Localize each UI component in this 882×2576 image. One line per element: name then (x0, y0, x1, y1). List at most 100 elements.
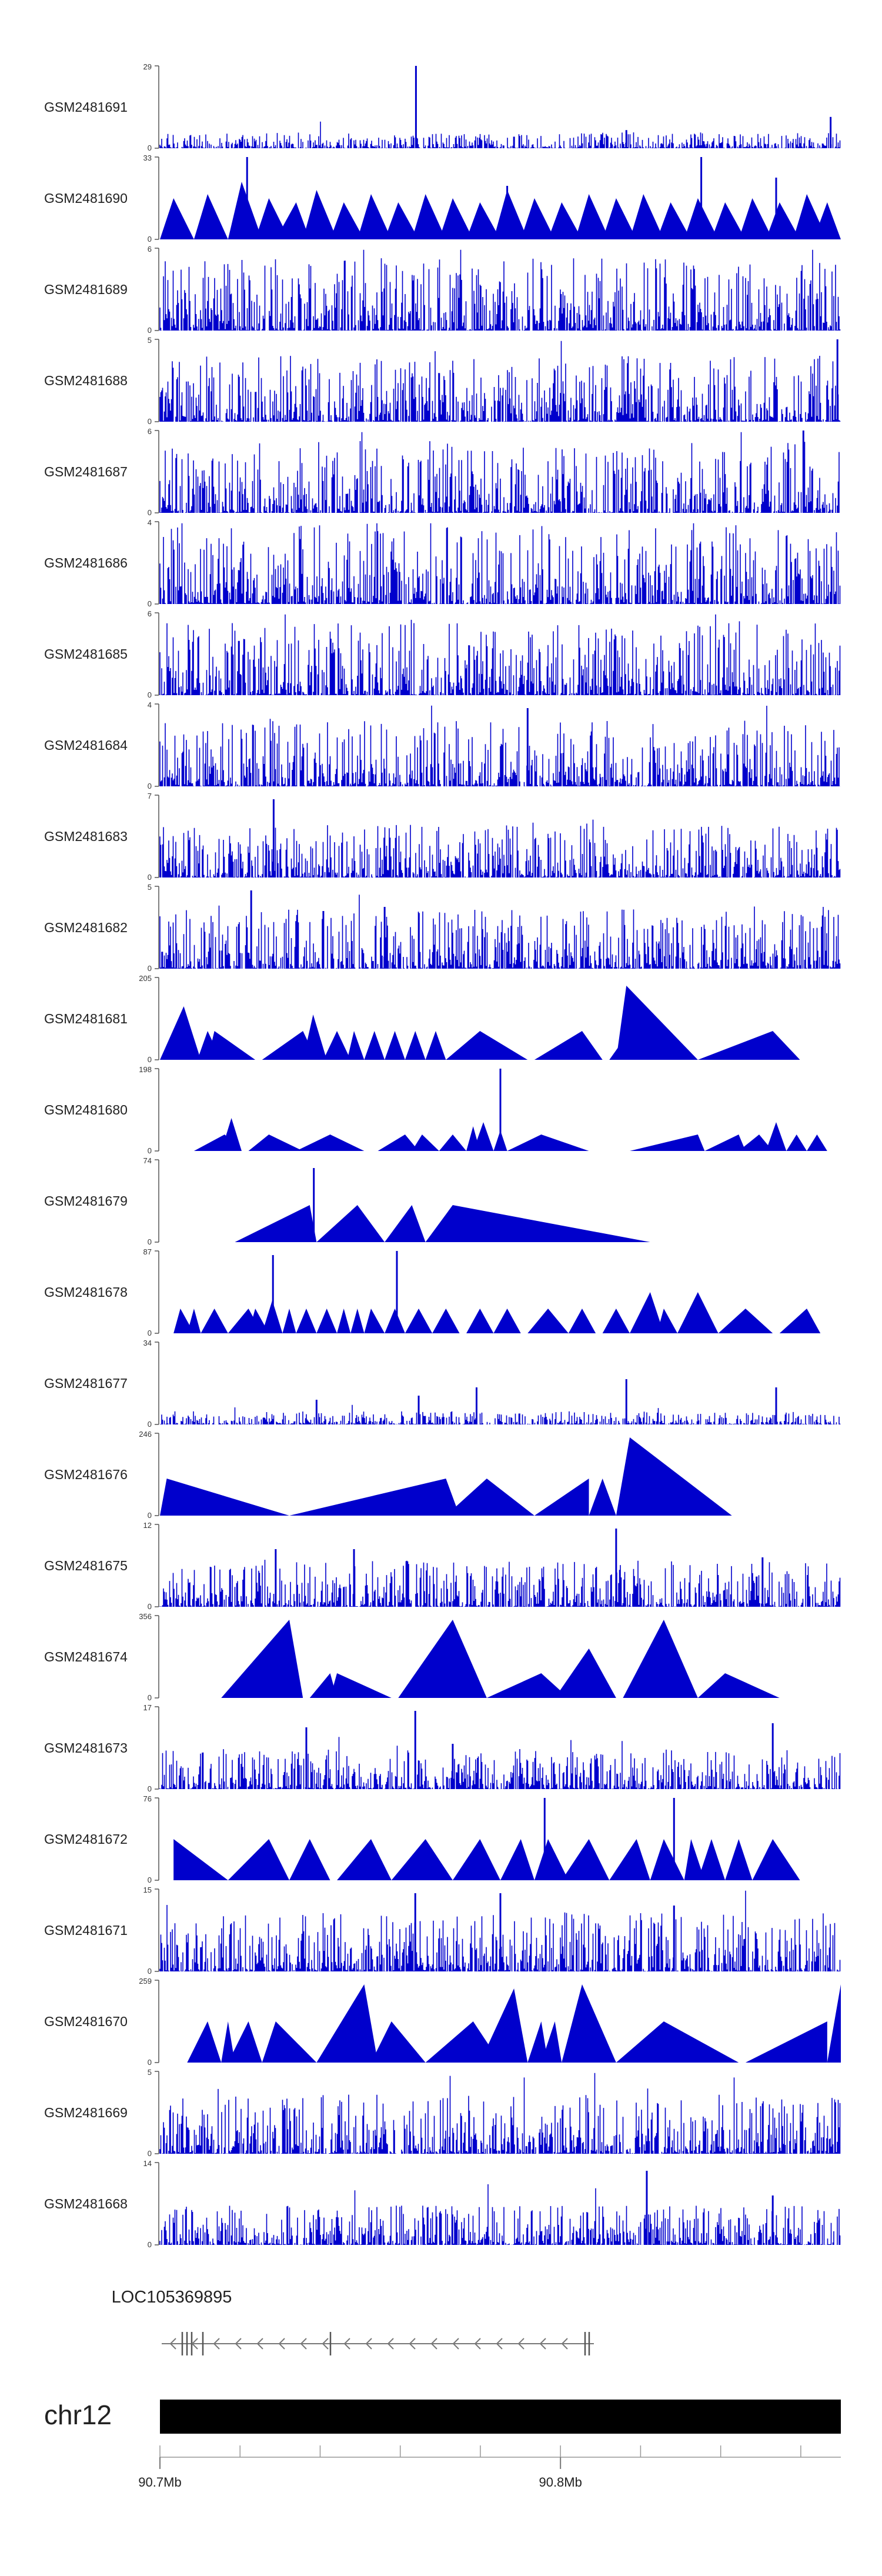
signal-peak (296, 1309, 317, 1333)
signal-peak (187, 1309, 201, 1333)
axis-tick-label: 90.8Mb (539, 2475, 582, 2490)
track-GSM2481691: GSM2481691 29 0 (44, 62, 841, 152)
signal-peak (602, 1309, 630, 1333)
signal-peak (452, 1839, 500, 1880)
ymin-label: 0 (148, 1511, 152, 1520)
signal-peak (711, 202, 746, 239)
signal-peak (248, 1309, 269, 1333)
track-label: GSM2481681 (44, 1011, 128, 1026)
ymin-label: 0 (148, 1420, 152, 1429)
strand-arrow-icon (278, 2338, 285, 2350)
signal-tracks: GSM2481691290GSM2481690330GSM248168960GS… (44, 62, 841, 2249)
ymin-label: 0 (148, 690, 152, 699)
signal-peak (337, 1309, 351, 1333)
ymax-label: 205 (139, 974, 152, 983)
ymax-label: 7 (148, 792, 152, 800)
signal-peak (704, 1134, 746, 1151)
signal-peak (630, 194, 664, 239)
track-label: GSM2481675 (44, 1558, 128, 1573)
signal-peak (364, 1309, 385, 1333)
track-GSM2481682: GSM2481682 5 0 (44, 883, 841, 973)
signal-peak (473, 1122, 494, 1151)
signal-peak (432, 1309, 460, 1333)
signal-peak (330, 202, 365, 239)
signal-peak (813, 202, 841, 239)
track-GSM2481668: GSM2481668 14 0 (44, 2159, 841, 2249)
signal-peak (766, 1122, 787, 1151)
signal-peak (316, 1309, 338, 1333)
signal-peak (630, 1292, 664, 1333)
signal-peak (697, 1839, 726, 1880)
track-label: GSM2481682 (44, 920, 128, 935)
track-label: GSM2481674 (44, 1649, 128, 1664)
strand-arrow-icon (300, 2338, 307, 2350)
signal-peak (500, 1839, 534, 1880)
signal-peak (623, 1620, 698, 1698)
ymax-label: 6 (148, 245, 152, 253)
signal-peak (527, 1309, 569, 1333)
signal-peak (303, 1015, 327, 1060)
track-GSM2481679: GSM2481679 74 0 (44, 1156, 650, 1246)
signal-peak (248, 1134, 303, 1151)
signal-peak (173, 1309, 194, 1333)
signal-peak (466, 202, 500, 239)
track-label: GSM2481669 (44, 2105, 128, 2120)
signal-peak (289, 1839, 330, 1880)
signal-peak (385, 1309, 405, 1333)
strand-arrow-icon (235, 2338, 242, 2350)
signal-peak (412, 1134, 439, 1151)
track-GSM2481677: GSM2481677 34 0 (44, 1339, 841, 1429)
signal-peak (201, 1309, 228, 1333)
signal-peak (739, 1134, 773, 1151)
axis-tick-label: 90.7Mb (138, 2475, 181, 2490)
strand-arrow-icon (191, 2338, 198, 2350)
ymax-label: 4 (148, 700, 152, 709)
signal-peak (228, 1839, 290, 1880)
signal-peak (650, 1839, 684, 1880)
ymin-label: 0 (148, 964, 152, 973)
signal-peak (289, 1479, 460, 1516)
track-label: GSM2481678 (44, 1284, 128, 1300)
signal-peak (221, 2021, 235, 2063)
signal-peak (323, 1031, 351, 1060)
signal-coverage (159, 2073, 841, 2154)
signal-peak (766, 202, 800, 239)
signal-peak (630, 1134, 705, 1151)
track-label: GSM2481672 (44, 1831, 128, 1847)
signal-peak (364, 1031, 385, 1060)
chromosome-label: chr12 (44, 2400, 112, 2430)
ymin-label: 0 (148, 235, 152, 243)
ymax-label: 246 (139, 1430, 152, 1439)
signal-coverage (159, 819, 841, 877)
signal-peak (412, 194, 446, 239)
ymin-label: 0 (148, 2240, 152, 2249)
signal-coverage (159, 432, 840, 513)
ymin-label: 0 (148, 782, 152, 790)
signal-coverage (159, 895, 841, 969)
ymin-label: 0 (148, 873, 152, 882)
signal-peak (398, 1620, 487, 1698)
signal-peak (316, 1984, 378, 2063)
ymin-label: 0 (148, 2058, 152, 2067)
signal-peak (534, 1031, 603, 1060)
signal-peak (520, 198, 555, 239)
signal-peak (193, 194, 228, 239)
signal-peak (739, 198, 773, 239)
signal-peak (309, 1673, 338, 1698)
gene-label: LOC105369895 (112, 2288, 232, 2307)
track-label: GSM2481677 (44, 1376, 128, 1391)
ymax-label: 6 (148, 609, 152, 618)
strand-arrow-icon (213, 2338, 220, 2350)
signal-peak (745, 2021, 827, 2063)
track-label: GSM2481671 (44, 1923, 128, 1938)
genome-axis: 90.7Mb 90.8Mb (138, 2445, 841, 2490)
signal-peak (425, 2021, 500, 2063)
ideogram-track: chr12 (44, 2400, 841, 2434)
track-label: GSM2481680 (44, 1102, 128, 1117)
strand-arrow-icon (387, 2338, 394, 2350)
ymax-label: 34 (143, 1339, 152, 1347)
ymax-label: 17 (143, 1703, 152, 1712)
signal-peak (439, 1134, 467, 1151)
track-GSM2481680: GSM2481680 198 0 (44, 1065, 827, 1155)
